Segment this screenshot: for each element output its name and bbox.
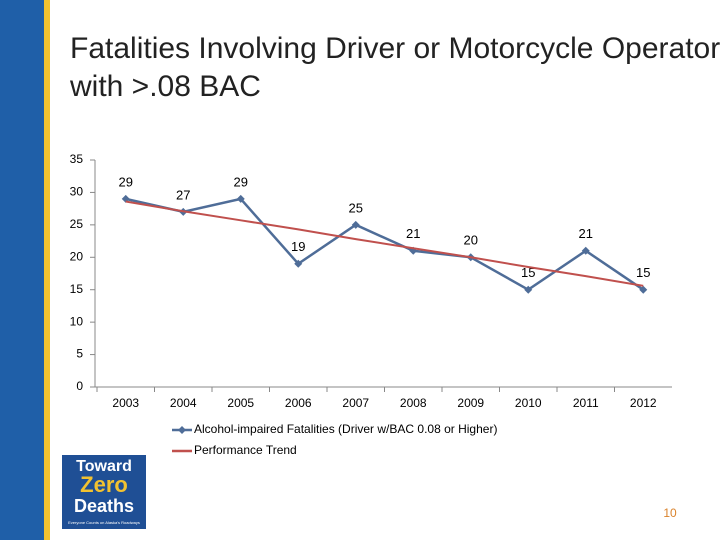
x-tick-label: 2011 (573, 396, 599, 410)
legend-label: Performance Trend (194, 443, 297, 457)
logo-text: Deaths (74, 496, 134, 516)
chart-title: with >.08 BAC (69, 70, 261, 103)
side-stripe (44, 0, 50, 540)
y-tick-label: 5 (76, 347, 83, 361)
x-tick-label: 2006 (285, 396, 312, 410)
legend-label: Alcohol-impaired Fatalities (Driver w/BA… (194, 422, 497, 436)
x-tick-label: 2003 (112, 396, 139, 410)
logo-tagline: Everyone Counts on Alaska's Roadways (68, 520, 140, 525)
data-label: 19 (291, 239, 305, 254)
data-label: 25 (349, 200, 363, 215)
data-label: 29 (234, 174, 248, 189)
marker (351, 220, 360, 229)
marker (294, 259, 303, 268)
x-tick-label: 2005 (227, 396, 254, 410)
data-label: 15 (636, 265, 650, 280)
series-line (125, 197, 644, 292)
series-line (125, 200, 644, 287)
y-tick-label: 15 (70, 282, 84, 296)
logo-text: Zero (80, 472, 128, 497)
marker (639, 285, 648, 294)
data-label: 21 (579, 226, 593, 241)
data-label: 20 (464, 233, 478, 248)
x-tick-label: 2008 (400, 396, 427, 410)
x-tick-label: 2010 (515, 396, 542, 410)
x-tick-label: 2007 (342, 396, 369, 410)
marker (524, 285, 533, 294)
marker (236, 194, 245, 203)
x-tick-label: 2009 (457, 396, 484, 410)
page-number: 10 (663, 506, 677, 520)
chart-title: Fatalities Involving Driver or Motorcycl… (70, 32, 720, 65)
x-tick-label: 2004 (170, 396, 197, 410)
side-band (0, 0, 44, 540)
y-tick-label: 25 (70, 217, 84, 231)
x-tick-label: 2012 (630, 396, 657, 410)
data-label: 15 (521, 265, 535, 280)
y-tick-label: 20 (70, 249, 84, 263)
data-label: 21 (406, 226, 420, 241)
data-label: 29 (119, 174, 133, 189)
y-tick-label: 0 (76, 379, 83, 393)
legend-marker (178, 426, 186, 434)
data-label: 27 (176, 187, 190, 202)
logo-text: Toward (76, 458, 132, 475)
marker (581, 246, 590, 255)
y-tick-label: 30 (70, 185, 84, 199)
y-tick-label: 10 (70, 314, 84, 328)
y-tick-label: 35 (70, 152, 84, 166)
logo-box (62, 455, 146, 529)
